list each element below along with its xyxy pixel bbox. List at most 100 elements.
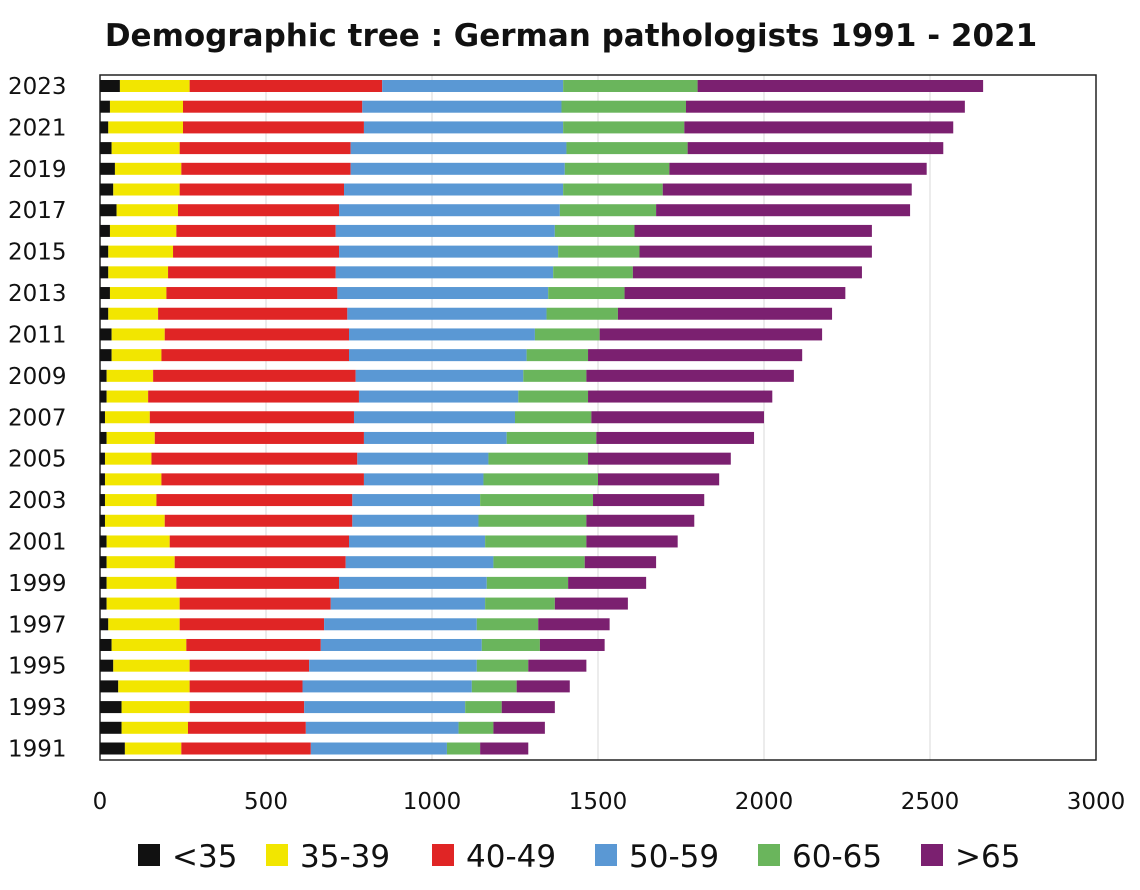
bar-segment-1994-4	[471, 680, 517, 693]
bar-segment-2022-0	[100, 100, 110, 113]
legend-swatch	[595, 844, 617, 866]
bar-segment-2020-0	[100, 142, 112, 155]
bar-segment-2010-4	[526, 349, 589, 362]
bar-segment-2000-2	[174, 556, 346, 569]
bar-segment-2022-5	[685, 100, 965, 113]
bar-segment-2023-0	[100, 80, 120, 92]
bar-segment-2013-4	[548, 287, 625, 300]
bar-segment-2021-5	[684, 121, 954, 134]
bar-segment-2023-5	[697, 80, 984, 92]
bar-segment-1995-0	[100, 659, 114, 672]
bar-segment-2004-1	[104, 473, 162, 486]
bar-segment-2015-1	[108, 245, 174, 258]
legend-label: >65	[955, 839, 1020, 875]
bar-segment-2001-2	[169, 535, 349, 548]
y-axis-tick-labels: 1991 1993 1995 1997 1999 2001 2003 2005 2007 2009…	[8, 74, 67, 763]
bar-segment-2021-4	[563, 121, 685, 134]
bar-segment-2011-2	[164, 328, 349, 341]
bar-segment-1993-0	[100, 701, 122, 714]
bar-segment-1997-1	[108, 618, 180, 631]
legend-label: 35-39	[300, 839, 390, 875]
bar-segment-2006-5	[596, 431, 755, 444]
bar-segment-2001-0	[100, 535, 107, 548]
legend-label: <35	[172, 839, 237, 875]
bar-segment-2018-4	[563, 183, 663, 196]
bar-segment-2013-0	[100, 287, 110, 300]
bar-segment-2003-5	[593, 494, 705, 507]
bar-segment-2022-1	[109, 100, 183, 113]
y-tick-label: 2021	[8, 115, 67, 141]
bar-segment-2019-0	[100, 162, 115, 175]
bar-segment-2022-2	[183, 100, 363, 113]
bar-segment-2020-5	[687, 142, 944, 155]
bar-segment-1992-4	[458, 721, 494, 734]
bar-segment-2002-1	[104, 514, 165, 527]
bar-segment-2012-3	[347, 307, 547, 320]
bar-segment-2008-1	[106, 390, 149, 403]
bar-segment-2005-1	[104, 452, 152, 465]
bar-segment-2004-4	[483, 473, 598, 486]
bar-segment-2017-0	[100, 204, 117, 217]
x-tick-label: 3000	[1067, 789, 1126, 815]
bar-segment-1998-3	[330, 597, 486, 610]
bar-segment-2004-0	[100, 473, 105, 486]
bar-segment-2012-5	[617, 307, 833, 320]
bar-segment-1996-2	[186, 638, 321, 651]
bar-segment-2018-5	[662, 183, 912, 196]
legend-swatch	[758, 844, 780, 866]
bar-segment-1992-3	[305, 721, 459, 734]
bar-segment-2000-1	[106, 556, 175, 569]
bar-segment-2015-5	[639, 245, 872, 258]
y-tick-label: 2015	[8, 240, 67, 266]
bar-segment-2010-1	[111, 349, 162, 362]
bar-segment-2017-3	[339, 204, 560, 217]
legend-label: 60-65	[792, 839, 882, 875]
bar-segment-2021-3	[363, 121, 564, 134]
bar-segment-2015-0	[100, 245, 109, 258]
bar-segment-1996-1	[111, 638, 187, 651]
legend-swatch	[921, 844, 943, 866]
bar-segment-2019-3	[350, 162, 565, 175]
bar-segment-2016-4	[554, 224, 635, 237]
bar-segment-1992-0	[100, 721, 122, 734]
y-tick-label: 2003	[8, 488, 67, 514]
bar-segment-1996-5	[539, 638, 605, 651]
bar-segment-1998-2	[179, 597, 331, 610]
bar-segment-1997-4	[476, 618, 539, 631]
bar-segment-2023-4	[563, 80, 698, 92]
bar-segment-1999-5	[568, 576, 647, 589]
bar-segment-2023-3	[382, 80, 564, 92]
bar-segment-1994-2	[189, 680, 303, 693]
bar-segment-2018-1	[113, 183, 180, 196]
bar-segment-2001-5	[586, 535, 678, 548]
bar-segment-1995-2	[189, 659, 310, 672]
bar-segment-2014-2	[168, 266, 336, 279]
bar-segment-2007-4	[515, 411, 592, 424]
bar-segment-2009-1	[106, 369, 154, 382]
bar-segment-2015-4	[558, 245, 640, 258]
bar-segment-2008-3	[358, 390, 519, 403]
bar-segment-2011-4	[534, 328, 600, 341]
bar-segment-1993-4	[465, 701, 502, 714]
bar-segment-2007-0	[100, 411, 105, 424]
bar-segment-2019-2	[181, 162, 351, 175]
bar-segment-1997-0	[100, 618, 109, 631]
bar-segment-1991-5	[480, 742, 529, 755]
x-tick-label: 1000	[403, 789, 462, 815]
y-tick-label: 2005	[8, 447, 67, 473]
bar-segment-1997-5	[538, 618, 610, 631]
bar-segment-2011-1	[111, 328, 165, 341]
bar-segment-2011-0	[100, 328, 112, 341]
bar-segment-2008-4	[518, 390, 589, 403]
x-tick-label: 0	[93, 789, 108, 815]
bar-segment-2000-3	[345, 556, 494, 569]
x-axis-tick-labels: 0 500 1000 1500 2000 2500 3000	[93, 789, 1126, 815]
bar-segment-1997-3	[324, 618, 477, 631]
bar-segment-2019-5	[669, 162, 927, 175]
bar-segment-2005-4	[488, 452, 589, 465]
bar-segment-2002-3	[352, 514, 479, 527]
bars	[100, 80, 984, 755]
bar-segment-2010-3	[349, 349, 527, 362]
bar-segment-2015-2	[173, 245, 340, 258]
bar-segment-1995-1	[113, 659, 190, 672]
